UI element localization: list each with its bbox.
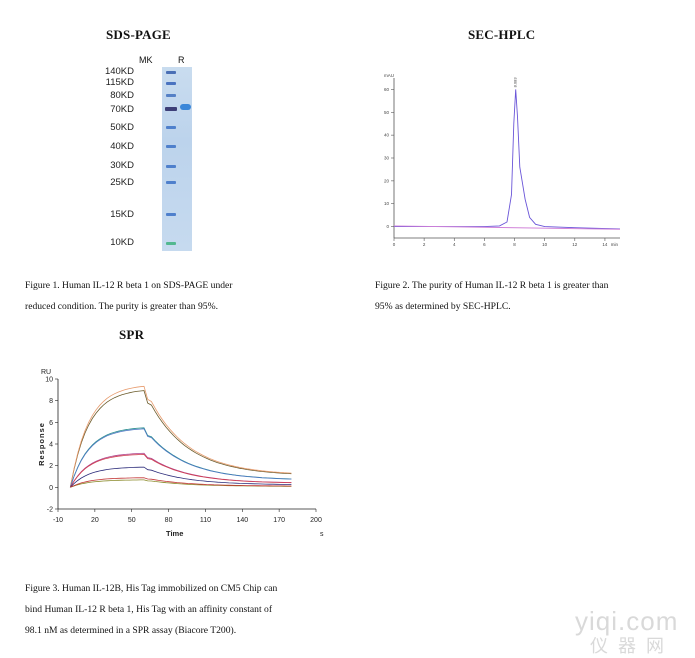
ladder-band <box>166 94 176 97</box>
ladder-label: 40KD <box>110 141 134 152</box>
ladder-label: 80KD <box>110 90 134 101</box>
spr-caption-line: Figure 3. Human IL-12B, His Tag immobili… <box>25 583 278 594</box>
y-tick-label: 2 <box>49 463 53 470</box>
y-tick-label: 8 <box>49 398 53 405</box>
peak-label: 8.083 <box>513 77 518 88</box>
ladder-band <box>166 165 176 168</box>
sensorgram-trace <box>70 477 292 488</box>
y-tick-label: 60 <box>384 87 390 92</box>
x-unit-label: s <box>320 531 324 538</box>
gel-image <box>162 67 192 251</box>
y-tick-label: -2 <box>47 507 53 514</box>
y-tick-label: 6 <box>49 420 53 427</box>
ladder-band <box>166 82 176 85</box>
x-tick-label: 200 <box>310 517 322 524</box>
x-tick-label: 12 <box>572 242 578 247</box>
watermark-logo: yiqi.com <box>575 606 679 636</box>
sds-page-title: SDS-PAGE <box>106 27 171 42</box>
ladder-label: 115KD <box>105 77 134 88</box>
sds-caption: Figure 1. Human IL-12 R beta 1 on SDS-PA… <box>25 275 233 317</box>
ladder-label: 140KD <box>104 66 134 77</box>
x-tick-label: 8 <box>513 242 516 247</box>
sec-caption-line: 95% as determined by SEC-HPLC. <box>375 301 511 312</box>
spr-caption-line: 98.1 nM as determined in a SPR assay (Bi… <box>25 625 237 636</box>
x-tick-label: 10 <box>542 242 548 247</box>
spr-caption: Figure 3. Human IL-12B, His Tag immobili… <box>25 578 277 641</box>
sample-lane-label: R <box>178 55 185 65</box>
sensorgram-trace <box>69 453 292 488</box>
sec-caption-line: Figure 2. The purity of Human IL-12 R be… <box>375 280 609 291</box>
x-tick-label: 80 <box>165 517 173 524</box>
x-tick-label: -10 <box>53 517 63 524</box>
x-unit-label: min <box>611 242 619 247</box>
y-tick-label: 50 <box>384 110 390 115</box>
x-tick-label: 170 <box>273 517 285 524</box>
y-tick-label: 0 <box>386 224 389 229</box>
ladder-band <box>166 71 176 74</box>
x-tick-label: 140 <box>236 517 248 524</box>
y-tick-label: 30 <box>384 156 390 161</box>
baseline-trace <box>393 225 621 230</box>
y-axis-label: Response <box>37 422 46 466</box>
y-tick-label: 4 <box>49 442 53 449</box>
sec-hplc-title: SEC-HPLC <box>468 27 536 42</box>
sensorgram-trace <box>69 427 292 488</box>
sensorgram-trace <box>70 466 292 488</box>
x-tick-label: 6 <box>483 242 486 247</box>
x-tick-label: 14 <box>602 242 608 247</box>
x-tick-label: 110 <box>200 517 211 524</box>
spr-chart: -2 0 2 4 6 8 10 -10 20 50 80 110 140 170 200 RU Response… <box>37 369 324 538</box>
watermark-logo-cn: 仪器网 <box>590 636 674 656</box>
y-tick-label: 10 <box>384 201 390 206</box>
spr-caption-line: bind Human IL-12 R beta 1, His Tag with … <box>25 604 273 615</box>
ladder-band <box>166 181 176 184</box>
sec-hplc-chart: 0 10 20 30 40 50 60 0 2 4 6 8 10 12 14 mAU min 8.083 <box>384 73 621 247</box>
sec-caption: Figure 2. The purity of Human IL-12 R be… <box>375 275 608 317</box>
ladder-band <box>166 213 176 216</box>
ladder-label: 10KD <box>110 237 134 248</box>
ladder-label: 25KD <box>110 177 134 188</box>
y-tick-label: 40 <box>384 133 390 138</box>
ladder-band <box>166 145 176 148</box>
y-unit-label: mAU <box>384 73 394 78</box>
ladder-band <box>165 107 177 111</box>
x-tick-label: 20 <box>91 517 99 524</box>
ladder-label: 15KD <box>110 209 134 220</box>
spr-title: SPR <box>119 327 145 342</box>
sensorgram-trace <box>69 390 292 488</box>
marker-lane-label: MK <box>139 55 153 65</box>
sensorgram-trace <box>69 428 292 488</box>
sensorgram-trace <box>69 385 292 488</box>
ladder-band <box>166 242 176 245</box>
chromatogram-trace <box>394 89 621 230</box>
ladder-band <box>166 126 176 129</box>
sample-band <box>180 104 191 110</box>
sds-caption-line: Figure 1. Human IL-12 R beta 1 on SDS-PA… <box>25 280 233 291</box>
x-tick-label: 50 <box>128 517 136 524</box>
y-unit-label: RU <box>41 369 51 376</box>
y-tick-label: 10 <box>45 377 53 384</box>
x-tick-label: 2 <box>423 242 426 247</box>
y-tick-label: 20 <box>384 178 390 183</box>
x-tick-label: 0 <box>393 242 396 247</box>
x-tick-label: 4 <box>453 242 456 247</box>
ladder-label: 30KD <box>110 160 134 171</box>
sds-caption-line: reduced condition. The purity is greater… <box>25 301 218 312</box>
x-axis-label: Time <box>166 529 183 538</box>
ladder-label: 50KD <box>110 122 134 133</box>
ladder-label: 70KD <box>110 104 134 115</box>
y-tick-label: 0 <box>49 485 53 492</box>
